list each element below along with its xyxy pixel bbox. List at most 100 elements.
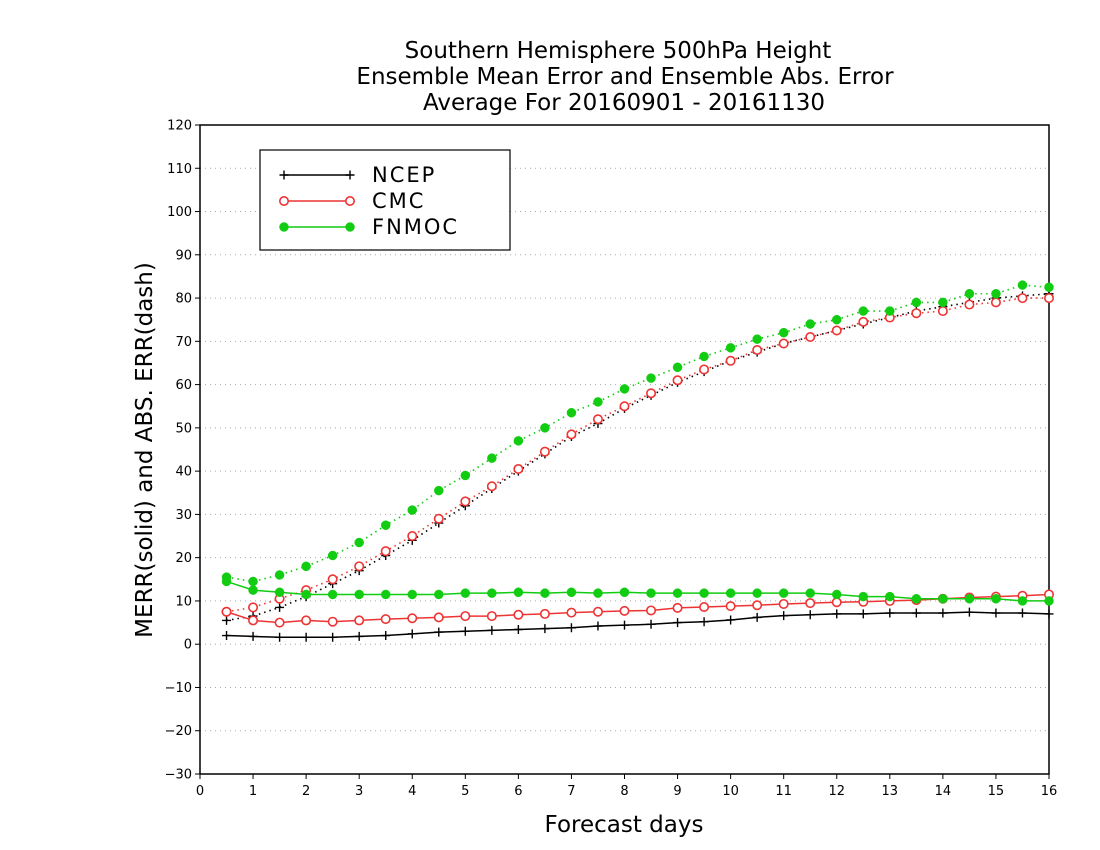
data-point — [1017, 293, 1028, 304]
data-point — [725, 588, 736, 598]
data-point — [831, 325, 842, 336]
data-point — [620, 620, 629, 630]
abs-err-line — [226, 292, 1050, 622]
data-point — [407, 629, 417, 639]
x-tick-label: 14 — [935, 784, 952, 799]
x-tick-label: 9 — [673, 784, 681, 799]
data-point — [752, 600, 763, 611]
data-point — [911, 594, 922, 604]
chart-title: Southern Hemisphere 500hPa Height Ensemb… — [356, 38, 894, 116]
data-point — [885, 591, 895, 602]
data-point — [991, 608, 1001, 618]
data-point — [354, 615, 365, 626]
data-point — [222, 615, 232, 625]
data-point — [699, 588, 709, 598]
data-point — [1017, 596, 1028, 606]
data-point — [513, 609, 524, 620]
data-point — [407, 505, 417, 515]
data-point — [407, 613, 418, 624]
y-tick-label: 90 — [175, 248, 192, 263]
data-point — [460, 626, 470, 636]
data-point — [248, 576, 258, 587]
y-tick-label: 80 — [175, 292, 192, 307]
x-tick-label: 6 — [514, 784, 522, 799]
data-point — [646, 588, 656, 598]
data-point — [540, 624, 550, 634]
y-tick-label: 20 — [175, 551, 192, 566]
data-point — [673, 618, 683, 628]
data-point — [327, 616, 338, 627]
data-point — [805, 610, 815, 620]
data-point — [279, 170, 289, 180]
data-point — [433, 513, 444, 524]
x-tick-label: 2 — [302, 784, 310, 799]
title-line-3: Average For 20160901 - 20161130 — [423, 90, 825, 116]
data-point — [434, 485, 444, 496]
data-point — [460, 470, 471, 481]
data-point — [328, 632, 338, 642]
y-tick-label: 70 — [175, 335, 192, 350]
data-point — [699, 617, 709, 627]
data-point — [345, 170, 355, 180]
data-point — [938, 594, 948, 604]
data-point — [513, 463, 524, 474]
data-point — [274, 617, 285, 628]
data-point — [278, 196, 289, 207]
data-point — [460, 496, 471, 507]
legend-label: CMC — [372, 189, 425, 213]
data-point — [646, 373, 656, 383]
data-point — [460, 611, 471, 622]
data-point — [752, 344, 763, 355]
y-tick-label: 0 — [184, 638, 192, 653]
data-point — [221, 572, 232, 582]
data-point — [805, 332, 816, 343]
data-point — [593, 588, 603, 598]
data-point — [301, 615, 312, 626]
data-point — [540, 588, 550, 598]
data-point — [274, 570, 285, 580]
y-tick-label: 60 — [175, 378, 192, 393]
data-point — [275, 632, 285, 642]
data-point — [1017, 608, 1027, 618]
data-point — [487, 625, 497, 635]
series-fnmoc — [221, 280, 1054, 606]
data-point — [938, 608, 948, 618]
data-point — [832, 589, 842, 600]
data-point — [911, 608, 921, 618]
x-axis-label: Forecast days — [545, 812, 704, 838]
data-point — [513, 587, 524, 598]
data-point — [248, 631, 258, 641]
data-point — [964, 288, 975, 299]
data-point — [805, 588, 815, 598]
data-point — [699, 601, 710, 612]
y-axis-label: MERR(solid) and ABS. ERR(dash) — [132, 262, 158, 638]
data-point — [858, 316, 869, 327]
legend-item-fnmoc: FNMOC — [279, 215, 457, 239]
legend-item-cmc: CMC — [278, 189, 425, 213]
data-point — [726, 615, 736, 625]
y-tick-label: 30 — [175, 508, 192, 523]
data-point — [345, 222, 355, 232]
y-tick-label: 10 — [175, 594, 192, 609]
data-point — [1044, 596, 1054, 606]
series-layer — [221, 280, 1055, 642]
data-point — [752, 588, 762, 598]
title-line-1: Southern Hemisphere 500hPa Height — [405, 38, 832, 64]
data-point — [778, 327, 789, 338]
abs-err-line — [226, 284, 1050, 583]
x-tick-label: 5 — [461, 784, 469, 799]
data-point — [699, 351, 709, 362]
data-point — [646, 605, 657, 616]
data-point — [540, 423, 550, 433]
data-point — [964, 607, 974, 617]
x-tick-label: 7 — [567, 784, 575, 799]
y-tick-label: 100 — [167, 205, 192, 220]
data-point — [301, 632, 311, 642]
data-point — [487, 453, 497, 463]
data-point — [513, 436, 524, 446]
data-point — [1044, 282, 1054, 292]
data-point — [566, 587, 577, 598]
data-point — [221, 606, 232, 617]
data-point — [513, 624, 523, 634]
